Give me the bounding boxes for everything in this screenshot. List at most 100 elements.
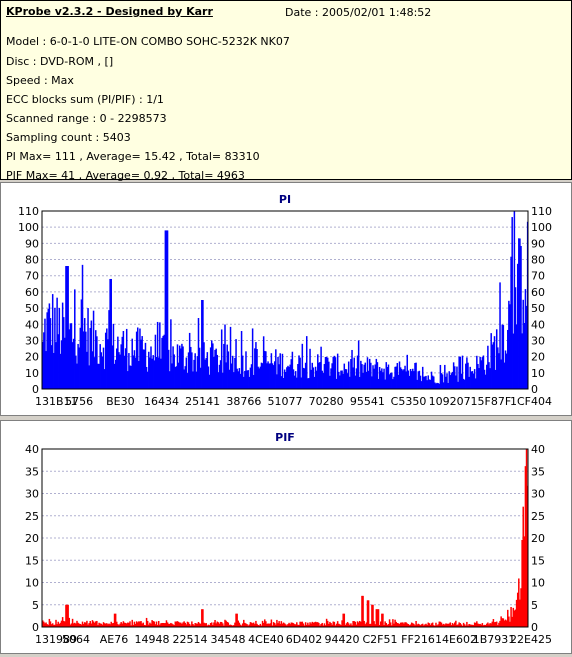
data-bar (504, 350, 507, 389)
data-bar (265, 351, 267, 389)
data-bar (408, 625, 411, 627)
data-bar (508, 300, 510, 389)
data-bar (196, 356, 199, 389)
x-tick-label: 1CF404 (510, 395, 552, 408)
data-bar (258, 368, 260, 389)
x-tick-label: 25141 (185, 395, 220, 408)
data-bar (267, 361, 269, 389)
data-bar (86, 351, 88, 389)
data-bar (169, 623, 171, 627)
y-tick-label-left: 40 (25, 443, 39, 456)
data-bar (212, 343, 214, 389)
data-bar (518, 238, 520, 389)
x-tick-label: 6D402 (286, 633, 322, 646)
data-bar (501, 618, 503, 627)
data-bar (247, 370, 249, 389)
data-bar (392, 619, 394, 627)
data-bar (404, 365, 406, 389)
data-bar (439, 364, 442, 389)
data-bar (360, 360, 362, 389)
data-bar (100, 352, 103, 389)
data-bar (458, 622, 460, 627)
data-bar (250, 622, 253, 627)
data-bar (455, 375, 457, 389)
data-bar (372, 365, 374, 389)
data-bar (461, 355, 464, 389)
data-bar (283, 623, 286, 627)
data-bar (133, 350, 136, 389)
x-tick-label: 14E602 (435, 633, 477, 646)
data-bar (383, 368, 385, 389)
data-bar (240, 331, 243, 389)
data-bar (243, 376, 245, 389)
data-bar (267, 623, 269, 627)
data-bar (45, 622, 47, 627)
data-bar (138, 361, 140, 389)
data-bar (521, 333, 523, 389)
data-bar (139, 621, 141, 627)
data-bar (304, 362, 307, 389)
disc-line: Disc : DVD-ROM , [] (6, 55, 114, 68)
data-bar (164, 623, 167, 627)
data-bar (449, 375, 452, 389)
data-bar (68, 617, 71, 627)
data-bar (76, 620, 78, 627)
data-bar (146, 371, 149, 389)
data-bar (46, 312, 48, 389)
data-bar (183, 369, 185, 389)
data-bar (149, 357, 151, 389)
data-bar (476, 621, 478, 627)
data-bar (433, 625, 435, 627)
data-bar (166, 622, 169, 627)
data-bar (501, 324, 503, 389)
data-bar (512, 333, 515, 389)
data-bar (393, 623, 395, 627)
x-tick-label: 131B11 (35, 395, 78, 408)
data-bar (163, 334, 166, 389)
data-bar (80, 299, 83, 389)
data-bar (373, 368, 375, 389)
data-bar (256, 349, 258, 389)
x-tick-label: C2F51 (362, 633, 397, 646)
data-bar (231, 625, 234, 627)
data-bar (407, 624, 410, 627)
data-bar (331, 624, 333, 627)
data-bar (479, 623, 481, 627)
data-bar (388, 374, 391, 389)
data-bar (201, 609, 203, 627)
data-bar (159, 624, 161, 627)
data-bar (364, 624, 367, 627)
data-bar (198, 623, 201, 627)
data-bar (50, 624, 53, 627)
data-bar (70, 623, 73, 627)
ecc-line: ECC blocks sum (PI/PIF) : 1/1 (6, 93, 164, 106)
data-bar (224, 324, 226, 389)
y-tick-label-right: 30 (531, 334, 545, 347)
y-tick-label-left: 20 (25, 532, 39, 545)
data-bar (182, 622, 184, 627)
data-bar (69, 323, 72, 389)
data-bar (414, 625, 416, 627)
data-bar (491, 344, 494, 389)
data-bar (374, 364, 376, 389)
x-tick-label: FF216 (401, 633, 435, 646)
data-bar (310, 369, 312, 389)
data-bar (77, 343, 79, 389)
data-bar (154, 624, 157, 627)
data-bar (445, 623, 447, 627)
data-bar (160, 358, 162, 389)
data-bar (240, 625, 243, 627)
data-bar (456, 624, 458, 627)
data-bar (62, 620, 65, 627)
x-tick-label: 15F87F (471, 395, 512, 408)
data-bar (264, 350, 266, 389)
y-tick-label-right: 90 (531, 237, 545, 250)
data-bar (446, 373, 448, 389)
y-tick-label-left: 20 (25, 351, 39, 364)
data-bar (490, 333, 492, 389)
data-bar (309, 622, 311, 627)
data-bar (420, 624, 423, 627)
y-tick-label-right: 20 (531, 532, 545, 545)
data-bar (334, 625, 337, 627)
data-bar (175, 366, 178, 389)
